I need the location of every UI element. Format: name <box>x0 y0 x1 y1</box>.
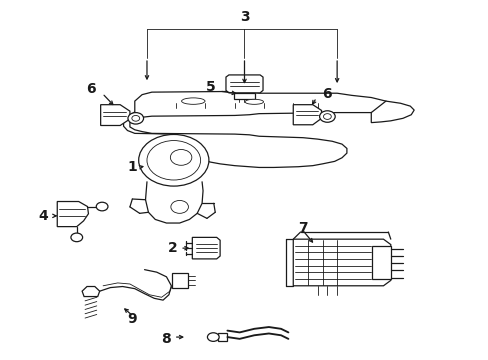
Polygon shape <box>225 75 263 93</box>
Text: 6: 6 <box>86 82 96 95</box>
Ellipse shape <box>244 99 263 104</box>
Circle shape <box>319 111 334 122</box>
Circle shape <box>139 134 208 186</box>
Text: 4: 4 <box>39 209 48 223</box>
Ellipse shape <box>181 98 204 104</box>
Text: 9: 9 <box>127 312 137 326</box>
Polygon shape <box>370 101 413 123</box>
Polygon shape <box>123 91 390 167</box>
Text: 8: 8 <box>160 332 170 346</box>
Polygon shape <box>293 239 390 286</box>
Circle shape <box>207 333 219 341</box>
Text: 7: 7 <box>298 221 307 235</box>
Circle shape <box>170 201 188 213</box>
Text: 6: 6 <box>322 87 331 101</box>
Polygon shape <box>57 202 88 226</box>
Circle shape <box>71 233 82 242</box>
Polygon shape <box>172 273 188 288</box>
Circle shape <box>170 149 191 165</box>
Polygon shape <box>82 287 100 297</box>
Polygon shape <box>101 105 130 126</box>
Polygon shape <box>233 93 255 99</box>
Text: 2: 2 <box>167 241 177 255</box>
Polygon shape <box>371 246 390 279</box>
Text: 3: 3 <box>239 10 249 24</box>
Text: 1: 1 <box>127 161 137 175</box>
Polygon shape <box>217 333 227 341</box>
Circle shape <box>147 140 200 180</box>
Circle shape <box>128 113 143 124</box>
Text: 5: 5 <box>205 80 215 94</box>
Circle shape <box>96 202 108 211</box>
Circle shape <box>323 114 330 120</box>
Polygon shape <box>192 237 220 259</box>
Polygon shape <box>293 105 321 125</box>
Circle shape <box>132 116 140 121</box>
